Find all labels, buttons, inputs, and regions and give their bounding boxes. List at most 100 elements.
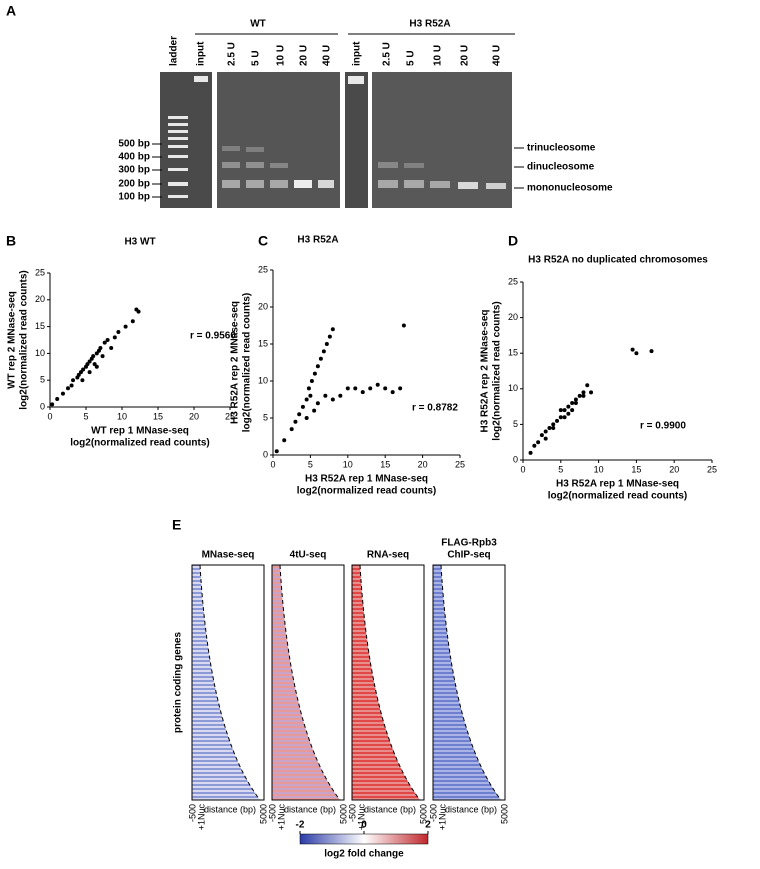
point <box>570 408 575 413</box>
panel-label: D <box>508 233 518 249</box>
point <box>581 393 586 398</box>
x-tick-label: 15 <box>153 411 163 421</box>
point <box>566 404 571 409</box>
y-tick-label: 0 <box>513 454 518 464</box>
annotation: r = 0.8782 <box>412 403 458 414</box>
x-tick-label: 5 <box>558 464 563 474</box>
annotation: r = 0.9560 <box>190 331 236 342</box>
band-label: trinucleosome <box>527 143 596 154</box>
x-end: 5000 <box>418 804 428 824</box>
point <box>130 319 135 324</box>
size-marker: 300 bp <box>118 165 150 176</box>
x-axis-label: distance (bp) <box>204 804 256 814</box>
y-tick-label: 20 <box>508 312 518 322</box>
y-axis-label: H3 R52A rep 2 MNase-seq <box>230 301 241 424</box>
colorbar-tick-label: -2 <box>296 820 305 831</box>
point <box>80 378 85 383</box>
x-end: 5000 <box>338 804 348 824</box>
x-axis-label: log2(normalized read counts) <box>297 486 436 497</box>
point <box>289 427 294 432</box>
point <box>100 354 105 359</box>
point <box>60 391 65 396</box>
heatmap-title: ChIP-seq <box>447 550 490 561</box>
point <box>109 346 114 351</box>
panel-label: E <box>172 517 181 533</box>
point <box>536 440 541 445</box>
heatmap-frame <box>271 564 345 801</box>
point <box>401 323 406 328</box>
lane-label: 2.5 U <box>382 42 393 66</box>
point <box>91 354 96 359</box>
point <box>551 422 556 427</box>
lane-labels: ladder input 2.5 U 5 U 10 U 20 U 40 U input 2.5 … <box>169 36 503 66</box>
point <box>87 370 92 375</box>
y-tick-label: 5 <box>263 412 268 422</box>
y-tick-label: 0 <box>40 401 45 411</box>
point <box>338 393 343 398</box>
point <box>360 390 365 395</box>
y-axis-label: WT rep 2 MNase-seq <box>7 291 18 389</box>
point <box>308 393 313 398</box>
point <box>555 418 560 423</box>
x-tss: +1Nuc <box>196 804 206 831</box>
lane-label: 10 U <box>433 45 444 66</box>
point <box>297 412 302 417</box>
chart-title: H3 R52A no duplicated chromosomes <box>528 255 708 266</box>
colorbar-tick-label: 0 <box>361 820 367 831</box>
point <box>318 356 323 361</box>
colorbar <box>299 833 429 845</box>
point <box>543 436 548 441</box>
tss-curve <box>440 564 502 801</box>
panel-label: C <box>258 233 268 249</box>
point <box>315 401 320 406</box>
group-label: WT <box>250 19 266 30</box>
point <box>551 425 556 430</box>
band-label: mononucleosome <box>527 183 613 194</box>
y-tick-label: 0 <box>263 449 268 459</box>
y-axis-label: log2(normalized read counts) <box>242 293 253 432</box>
point <box>589 390 594 395</box>
point <box>383 386 388 391</box>
x-start: -500 <box>428 804 438 822</box>
point <box>585 383 590 388</box>
scatter-panels: H3 WT 0 5 10 15 20 25 0 5 10 15 20 25 WT rep 1 MNase-… <box>7 235 717 502</box>
x-tick-label: 10 <box>343 459 353 469</box>
x-tick-label: 15 <box>380 459 390 469</box>
heatmap-fill <box>433 565 501 800</box>
point <box>368 386 373 391</box>
point <box>105 338 110 342</box>
point <box>562 408 567 413</box>
x-tick-label: 5 <box>308 459 313 469</box>
heatmap-fill <box>272 565 340 800</box>
point <box>312 408 317 413</box>
heatmap-title: RNA-seq <box>367 550 409 561</box>
lane-label: input <box>196 41 207 66</box>
point <box>55 396 60 401</box>
lane-label: 10 U <box>276 45 287 66</box>
x-axis-label: log2(normalized read counts) <box>70 438 209 449</box>
y-axis-label: log2(normalized read counts) <box>19 270 30 409</box>
scatter-chart: H3 R52A no duplicated chromosomes 0 5 10 15 2… <box>480 255 717 502</box>
y-tick-label: 25 <box>35 267 45 277</box>
panel-label: B <box>6 233 16 249</box>
point <box>123 324 128 329</box>
x-tick-label: 20 <box>418 459 428 469</box>
point <box>532 443 537 448</box>
point <box>312 371 317 376</box>
scatter-chart: H3 WT 0 5 10 15 20 25 0 5 10 15 20 25 WT rep 1 MNase-… <box>7 237 237 449</box>
x-tick-label: 20 <box>189 411 199 421</box>
colorbar-label: log2 fold change <box>324 849 404 860</box>
lane-label: ladder <box>169 36 180 66</box>
point <box>324 342 329 346</box>
x-start: -500 <box>347 804 357 822</box>
lane-label: input <box>352 41 363 66</box>
y-tick-label: 15 <box>258 338 268 348</box>
x-tick-label: 25 <box>707 464 717 474</box>
point <box>539 433 544 438</box>
tss-curve <box>279 564 341 801</box>
heatmap-frame <box>191 564 265 801</box>
point <box>304 416 309 420</box>
x-start: -500 <box>187 804 197 822</box>
x-axis-label: H3 R52A rep 1 MNase-seq <box>305 474 428 485</box>
point <box>390 390 395 395</box>
